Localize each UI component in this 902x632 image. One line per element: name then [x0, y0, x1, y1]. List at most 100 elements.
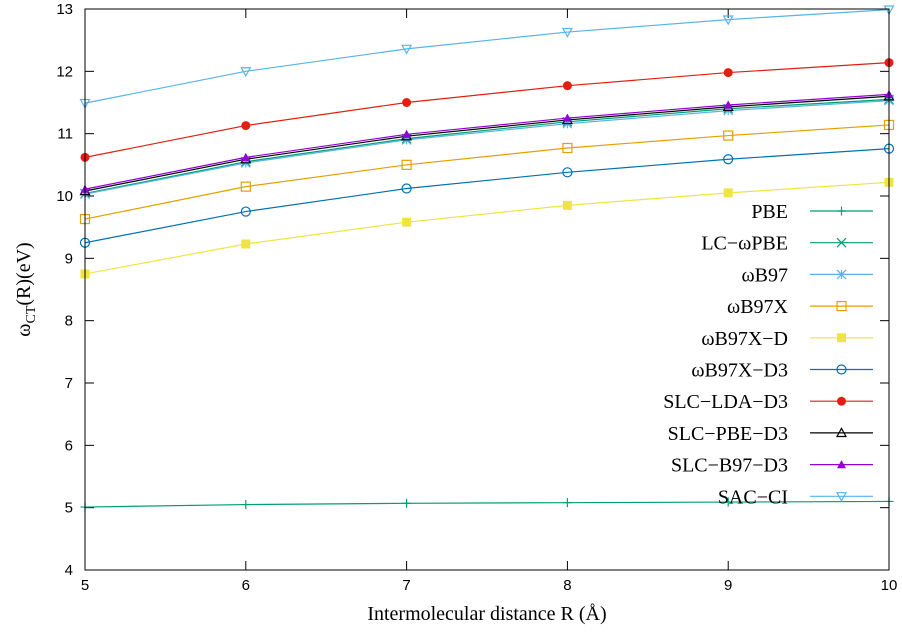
legend-label: ωB97X−D3: [691, 360, 788, 382]
legend-marker: [836, 301, 847, 312]
series-line: [84, 181, 890, 275]
legend-label: SLC−LDA−D3: [663, 391, 788, 413]
legend-label: PBE: [751, 201, 788, 223]
legend-marker: [836, 237, 847, 248]
series-9: [80, 89, 894, 193]
series-3: [80, 95, 894, 200]
data-point: [240, 206, 251, 217]
y-tick-label: 5: [65, 500, 73, 517]
y-axis-title-rest: (R)(eV): [13, 242, 35, 305]
data-point: [723, 130, 734, 141]
legend-item: PBE: [751, 201, 873, 223]
data-point: [723, 68, 733, 78]
legend: PBE LC−ωPBE ωB97 ωB97X ωB97X−D ωB97X−D3 SLC−LD…: [663, 201, 873, 508]
data-point: [240, 181, 251, 192]
data-point: [401, 44, 413, 55]
data-point: [562, 142, 573, 154]
x-tick-label: 6: [242, 577, 250, 594]
series-10: [79, 5, 895, 109]
series-line: [84, 9, 890, 104]
series-6: [79, 143, 895, 248]
data-point: [401, 183, 412, 194]
y-tick-label: 6: [65, 437, 73, 454]
plot-frame: [84, 8, 890, 571]
y-axis-title-main: ω: [13, 324, 35, 337]
series-8: [79, 90, 895, 196]
legend-item: SLC−B97−D3: [671, 455, 873, 477]
legend-item: SLC−LDA−D3: [663, 391, 873, 413]
data-point: [562, 498, 572, 508]
series-line: [84, 124, 890, 220]
data-point: [562, 81, 572, 91]
data-point: [723, 188, 733, 198]
data-point: [402, 498, 412, 508]
legend-item: ωB97X−D3: [691, 360, 873, 382]
legend-marker: [837, 396, 846, 406]
series-line: [84, 100, 890, 195]
series-2: [80, 94, 894, 199]
x-tick-label: 9: [724, 577, 732, 594]
data-point: [883, 5, 895, 16]
legend-label: ωB97: [741, 264, 788, 286]
data-point: [562, 113, 572, 122]
data-point: [241, 500, 251, 510]
data-point: [562, 167, 573, 178]
legend-item: ωB97: [741, 264, 873, 286]
data-point: [722, 15, 734, 26]
data-point: [240, 67, 252, 78]
legend-item: SLC−PBE−D3: [668, 423, 873, 445]
x-axis-title: Intermolecular distance R (Å): [367, 603, 606, 625]
legend-marker: [837, 333, 846, 343]
legend-marker: [837, 460, 846, 469]
y-tick-label: 13: [56, 1, 73, 18]
data-point: [241, 239, 251, 249]
legend-item: ωB97X: [727, 296, 873, 318]
series-line: [84, 500, 890, 508]
legend-item: SAC−CI: [718, 486, 873, 508]
legend-marker: [836, 269, 847, 280]
legend-marker: [835, 492, 848, 503]
data-point: [402, 98, 412, 107]
legend-marker: [837, 206, 846, 216]
data-point: [561, 27, 573, 38]
x-tick-label: 10: [881, 577, 898, 594]
series-line: [84, 95, 890, 192]
series-line: [84, 98, 890, 195]
series-line: [84, 148, 890, 244]
data-point: [241, 121, 251, 131]
y-tick-label: 12: [56, 63, 73, 80]
data-point: [402, 129, 412, 138]
y-axis-title-subscript: CT: [24, 305, 39, 323]
data-point: [401, 159, 412, 170]
legend-label: ωB97X: [727, 296, 789, 318]
legend-item: LC−ωPBE: [701, 233, 873, 255]
legend-marker: [835, 427, 848, 438]
legend-label: LC−ωPBE: [701, 233, 788, 255]
data-point: [402, 217, 412, 227]
series-line: [84, 62, 890, 158]
series-line: [84, 93, 890, 190]
legend-label: SLC−PBE−D3: [668, 423, 788, 445]
data-point: [723, 100, 733, 109]
y-tick-label: 8: [65, 313, 73, 330]
y-tick-label: 9: [65, 250, 73, 267]
legend-label: ωB97X−D: [701, 328, 788, 350]
data-point: [562, 200, 572, 210]
y-axis-title: ωCT(R)(eV): [13, 242, 39, 336]
legend-item: ωB97X−D: [701, 328, 873, 350]
legend-label: SAC−CI: [718, 486, 788, 508]
series-7: [80, 58, 894, 162]
y-tick-label: 11: [57, 126, 73, 143]
legend-label: SLC−B97−D3: [671, 455, 788, 477]
x-tick-label: 7: [402, 577, 410, 594]
data-point: [723, 497, 733, 507]
y-tick-label: 7: [65, 375, 73, 392]
y-tick-label: 4: [65, 562, 73, 579]
data-point: [723, 154, 734, 165]
series-5: [80, 177, 894, 279]
legend-marker: [836, 364, 847, 375]
x-tick-label: 8: [563, 577, 571, 594]
x-tick-label: 5: [81, 577, 89, 594]
y-tick-label: 10: [56, 188, 73, 205]
